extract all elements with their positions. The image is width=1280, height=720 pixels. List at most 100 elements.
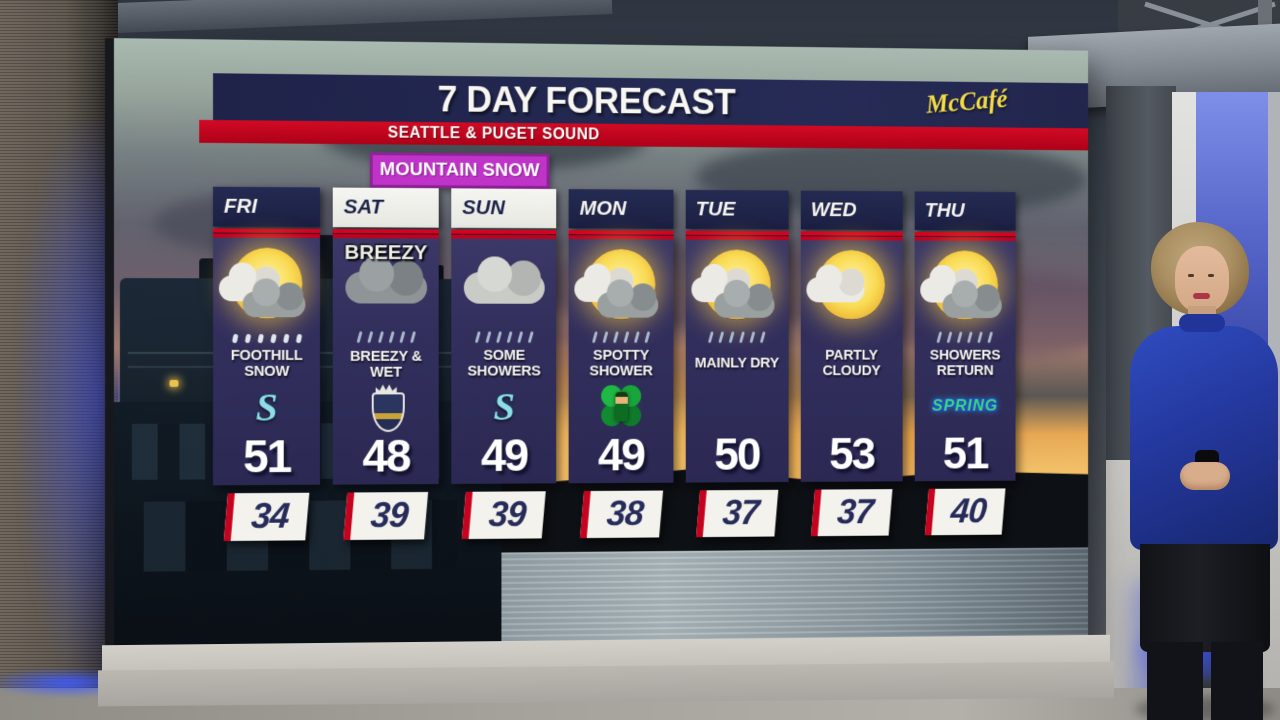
weather-icon [915, 248, 1016, 344]
day-header: WED [800, 190, 903, 231]
red-stripe [914, 231, 1016, 242]
low-temp: 37 [835, 491, 875, 532]
mountain-snow-label: MOUNTAIN SNOW [379, 159, 540, 182]
precip-icon [708, 331, 766, 344]
forecast-day-column: THU SHOWERS RETURN SPRING 51 40 [914, 191, 1016, 536]
day-badge: S [493, 384, 515, 429]
day-label: WED [810, 198, 857, 222]
low-temp-box: 38 [579, 490, 663, 539]
sponsor-logo: McCafé [924, 83, 1009, 119]
low-temp: 34 [249, 494, 291, 536]
presenter-pants [1140, 544, 1270, 652]
cloud-icon [942, 292, 1002, 319]
day-badge [369, 385, 404, 431]
red-stripe [685, 230, 789, 241]
high-temp: 49 [598, 428, 645, 481]
weather-icon [213, 245, 320, 344]
forecast-day-column: SAT BREEZY BREEZY & WET 48 39 [332, 187, 439, 541]
precip-icon [591, 331, 651, 344]
video-wall: 7 DAY FORECAST McCafé SEATTLE & PUGET SO… [105, 38, 1089, 654]
weather-icon [685, 247, 788, 344]
precip-icon [231, 333, 302, 344]
high-temp: 50 [714, 427, 760, 480]
condition-label: SPOTTY SHOWER [589, 346, 653, 380]
day-header: SAT [332, 187, 439, 228]
precip-icon [356, 330, 416, 344]
day-panel: BREEZY BREEZY & WET 48 [332, 229, 439, 485]
presenter-leg [1147, 642, 1203, 720]
ceiling-beam [91, 0, 613, 34]
presenter-eye [1208, 274, 1214, 277]
high-temp: 53 [829, 427, 875, 479]
cloud-icon [345, 271, 427, 304]
day-label: FRI [223, 194, 258, 218]
cloud-icon [463, 272, 545, 304]
cloud-icon [597, 292, 659, 318]
mountain-snow-tag: MOUNTAIN SNOW [369, 152, 550, 189]
day-header: THU [914, 191, 1016, 231]
day-badge: SPRING [932, 396, 999, 415]
cloud-icon [242, 291, 306, 318]
low-temp-box: 37 [810, 489, 893, 537]
forecast-day-column: TUE MAINLY DRY 50 37 [685, 189, 789, 538]
day-panel: SPOTTY SHOWER 49 [569, 230, 674, 484]
day-label: TUE [695, 197, 736, 221]
weather-presenter [1125, 222, 1280, 720]
red-stripe [332, 229, 439, 239]
region-label: SEATTLE & PUGET SOUND [387, 124, 600, 143]
forecast-day-column: MON SPOTTY SHOWER 49 38 [569, 189, 674, 539]
weather-icon [801, 248, 903, 343]
condition-label: SHOWERS RETURN [929, 346, 1001, 379]
presenter-leg [1211, 642, 1263, 720]
presenter-collar [1179, 314, 1225, 332]
day-header: SUN [451, 188, 557, 229]
high-temp: 51 [942, 426, 988, 479]
forecast-columns: FRI FOOTHILL SNOW S 51 34 SAT BREEZY BRE… [213, 186, 1016, 542]
day-label: THU [924, 199, 965, 222]
day-header: MON [569, 189, 674, 229]
day-label: SAT [343, 195, 384, 219]
condition-label: BREEZY & WET [350, 347, 422, 381]
low-temp: 38 [604, 492, 645, 534]
condition-label: MAINLY DRY [694, 354, 779, 372]
title-banner: 7 DAY FORECAST McCafé [213, 73, 1089, 129]
day-header: FRI [213, 186, 321, 228]
high-temp: 49 [480, 428, 528, 481]
condition-label: PARTLY CLOUDY [822, 346, 881, 380]
low-temp-box: 34 [223, 492, 310, 542]
presenter-face [1175, 246, 1229, 312]
day-panel: MAINLY DRY 50 [685, 230, 789, 483]
high-temp: 48 [362, 428, 410, 482]
presenter-lips [1193, 293, 1210, 299]
condition-banner: BREEZY [344, 241, 428, 265]
low-temp: 37 [720, 491, 760, 533]
day-header: TUE [685, 189, 789, 230]
presenter-hands [1180, 462, 1230, 490]
low-temp-box: 39 [343, 491, 429, 541]
ferry-lit-window [169, 379, 179, 387]
condition-label: FOOTHILL SNOW [230, 346, 303, 380]
day-panel: SOME SHOWERS S 49 [451, 229, 557, 484]
cloud-icon [713, 292, 775, 318]
low-temp: 39 [369, 494, 410, 535]
forecast-day-column: FRI FOOTHILL SNOW S 51 34 [213, 186, 321, 542]
presenter-eye [1188, 274, 1194, 277]
day-label: MON [579, 197, 627, 220]
red-stripe [451, 229, 557, 240]
cloud-icon [806, 277, 865, 303]
precip-icon [936, 331, 994, 344]
day-label: SUN [462, 196, 505, 220]
day-panel: SHOWERS RETURN SPRING 51 [914, 231, 1016, 482]
forecast-day-column: WED PARTLY CLOUDY 53 37 [800, 190, 903, 537]
low-temp: 40 [949, 490, 988, 531]
condition-label: SOME SHOWERS [467, 346, 541, 380]
low-temp-box: 39 [462, 491, 547, 540]
forecast-title: 7 DAY FORECAST [437, 78, 736, 122]
low-temp: 39 [487, 493, 528, 534]
red-stripe [569, 230, 674, 240]
precip-icon [474, 331, 534, 344]
weather-icon [569, 247, 673, 344]
high-temp: 51 [242, 429, 291, 483]
red-stripe [213, 228, 321, 238]
